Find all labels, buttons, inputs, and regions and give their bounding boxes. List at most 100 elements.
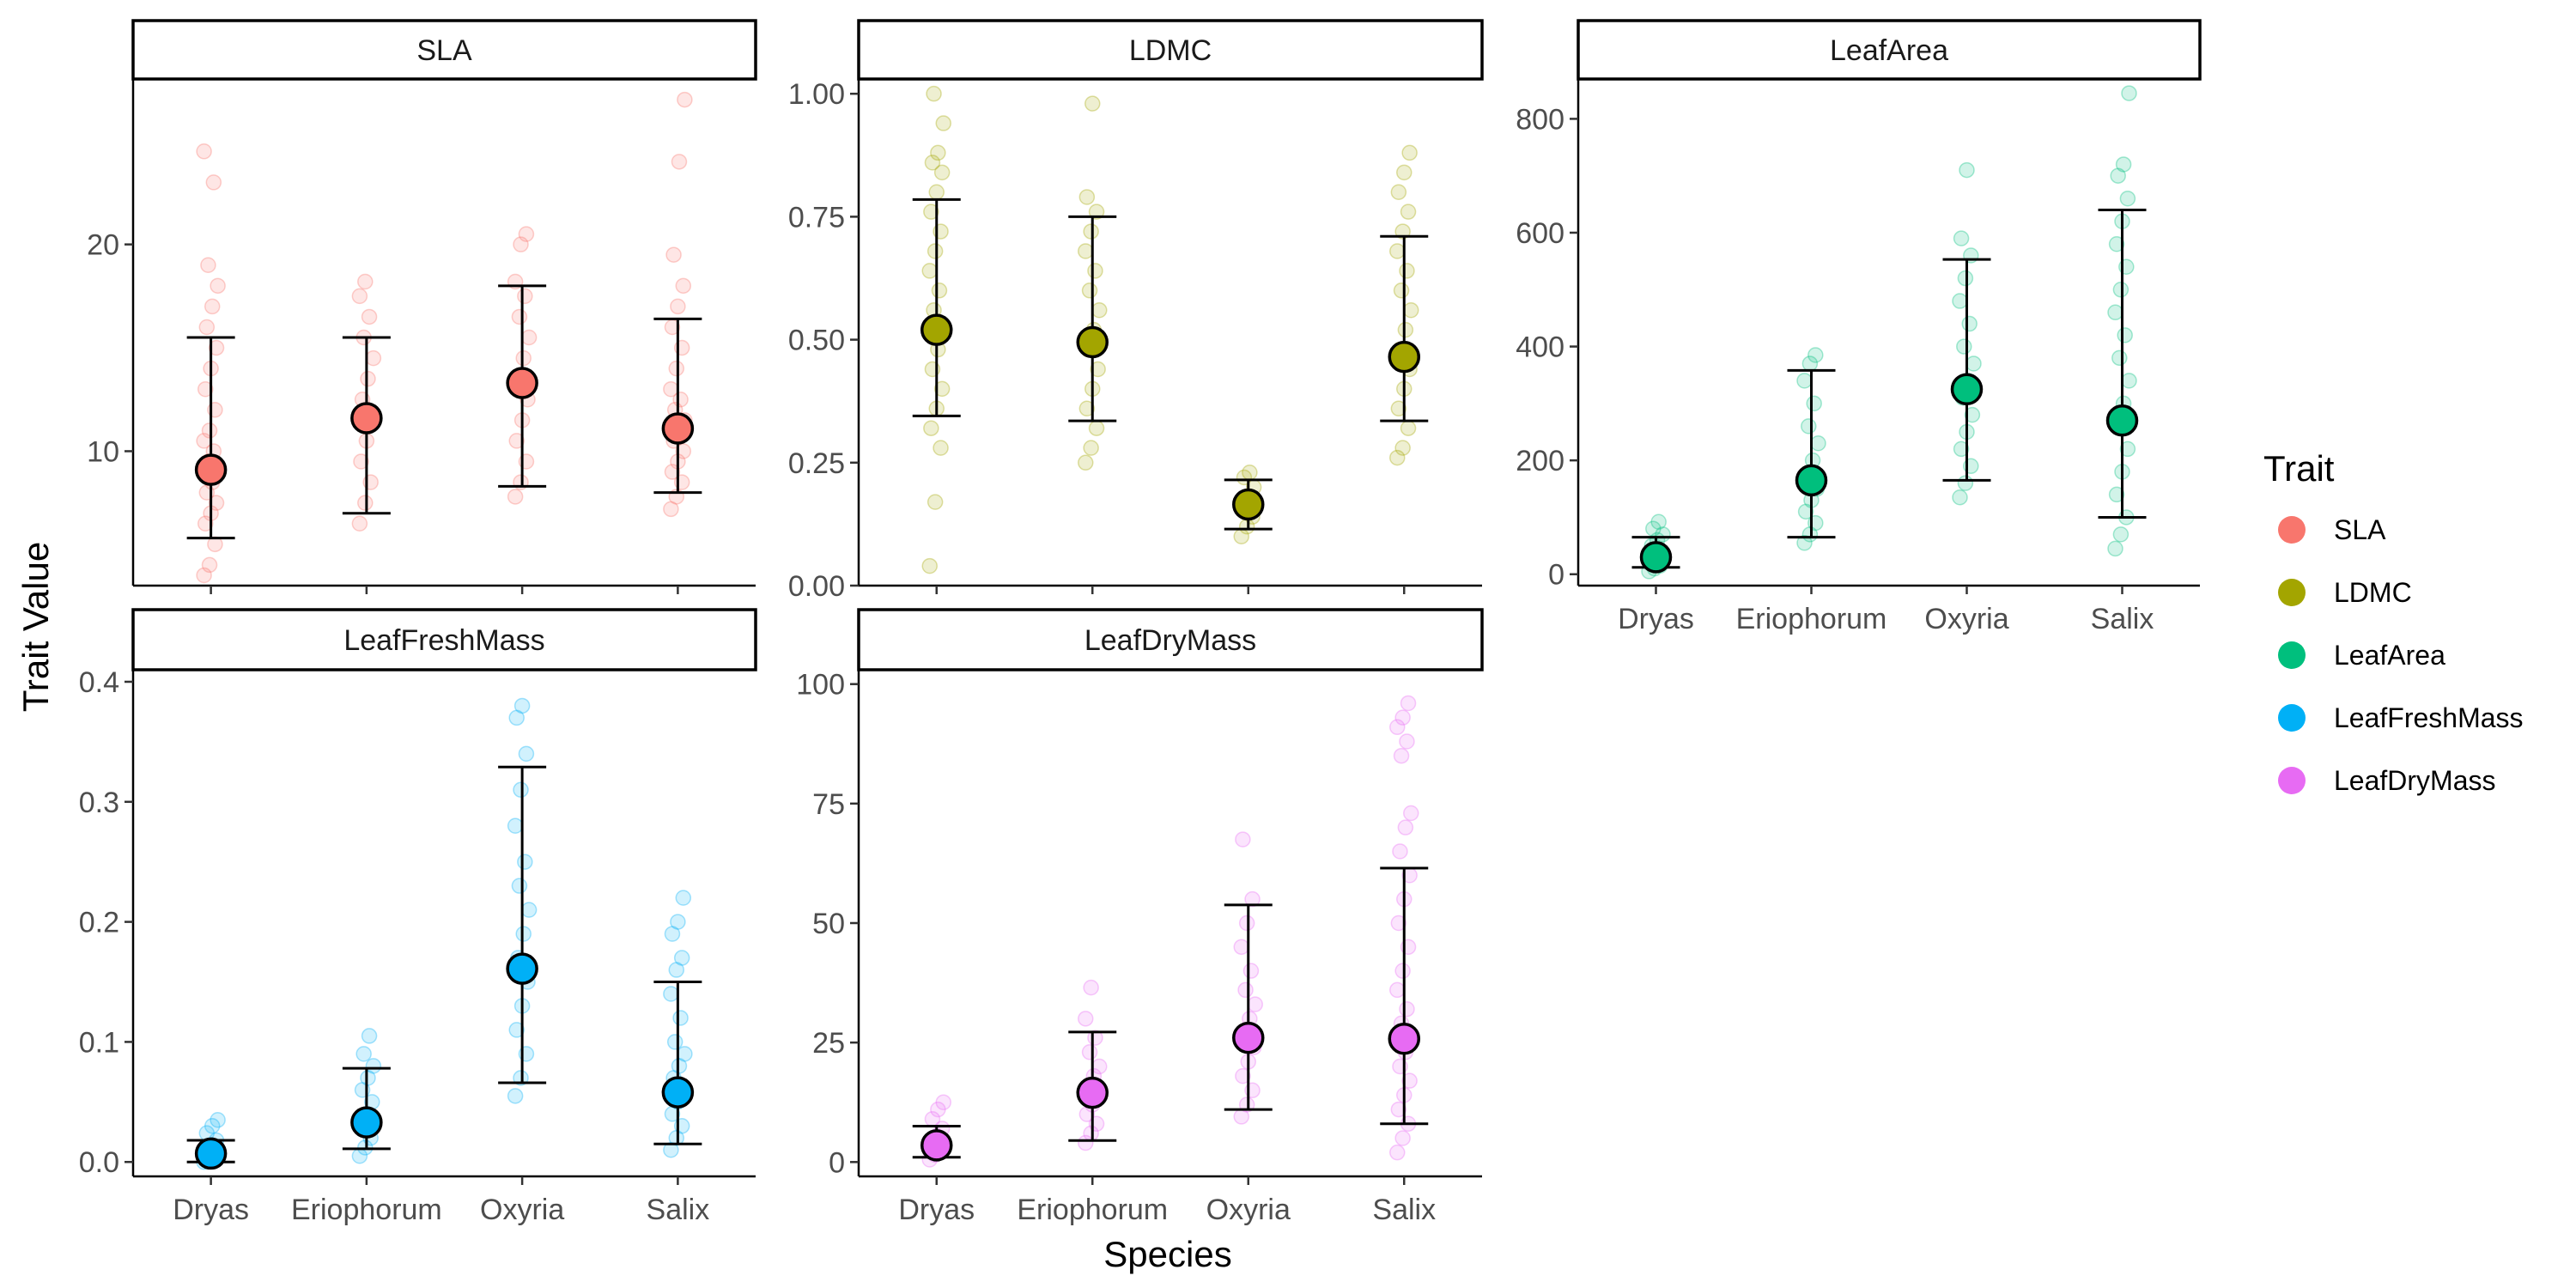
mean-point — [661, 1076, 695, 1109]
raw-point — [1237, 981, 1254, 999]
raw-point — [924, 155, 941, 171]
mean-point — [194, 453, 228, 486]
strip-label: LeafFreshMass — [343, 624, 544, 657]
raw-point — [210, 277, 226, 295]
raw-point — [1390, 184, 1407, 200]
raw-point — [513, 781, 529, 799]
raw-point — [1400, 420, 1417, 436]
raw-point — [1401, 1072, 1418, 1089]
raw-point — [928, 184, 945, 200]
raw-point — [1088, 420, 1105, 436]
raw-point — [1394, 963, 1411, 979]
raw-point — [520, 902, 538, 918]
raw-point — [1810, 435, 1826, 452]
raw-point — [2121, 85, 2137, 101]
raw-point — [1796, 535, 1813, 551]
mean-point — [1950, 373, 1984, 406]
mean-point — [661, 412, 695, 445]
raw-point — [2117, 327, 2133, 343]
raw-point — [1956, 338, 1972, 355]
x-tick-label: Eriophorum — [1017, 1194, 1168, 1226]
y-tick-label: 10 — [87, 435, 119, 468]
y-tick-label: 0 — [829, 1146, 845, 1179]
raw-point — [204, 1118, 221, 1134]
raw-point — [1389, 719, 1406, 736]
y-tick-label: 0.3 — [79, 787, 119, 819]
raw-point — [2115, 156, 2132, 173]
raw-point — [1090, 361, 1106, 378]
raw-point — [1807, 347, 1824, 363]
mean-point — [194, 1137, 228, 1170]
raw-point — [675, 890, 692, 906]
raw-point — [1957, 270, 1974, 287]
raw-point — [508, 1022, 525, 1038]
y-tick-label: 0.2 — [79, 907, 119, 939]
raw-point — [1953, 440, 1970, 458]
raw-point — [930, 1101, 946, 1118]
raw-point — [663, 1141, 679, 1158]
y-tick-label: 0.50 — [788, 325, 845, 357]
raw-point — [1952, 489, 1968, 506]
y-tick-label: 1.00 — [788, 78, 845, 111]
raw-point — [1390, 400, 1407, 417]
raw-point — [360, 370, 376, 387]
legend-label: SLA — [2334, 514, 2386, 545]
raw-point — [513, 697, 531, 714]
strip-box — [857, 19, 1484, 81]
raw-point — [507, 817, 524, 835]
y-tick-label: 0 — [1548, 559, 1564, 592]
raw-point — [515, 926, 532, 942]
raw-point — [933, 164, 951, 181]
raw-point — [508, 709, 525, 726]
raw-point — [1396, 164, 1413, 181]
legend-label: LeafFreshMass — [2334, 702, 2524, 733]
raw-point — [1083, 223, 1099, 240]
raw-point — [520, 329, 538, 346]
legend-key — [2278, 767, 2306, 794]
raw-point — [351, 288, 368, 305]
raw-point — [935, 1094, 951, 1110]
raw-point — [927, 494, 944, 510]
raw-point — [518, 745, 535, 762]
raw-point — [2112, 282, 2129, 298]
raw-point — [201, 422, 218, 439]
raw-point — [361, 308, 378, 325]
y-tick-label: 25 — [812, 1027, 845, 1060]
panel-leafdrymass: LeafDryMass 0 25 50 75 100 Dryas Eriophorum Oxyr… — [796, 608, 1484, 1226]
raw-point — [508, 433, 525, 449]
raw-point — [1796, 373, 1813, 389]
legend-key — [2278, 516, 2306, 544]
raw-point — [1399, 733, 1415, 750]
x-tick-label: Oxyria — [1206, 1194, 1291, 1226]
raw-point — [1394, 440, 1411, 456]
mean-point — [1232, 1021, 1265, 1054]
raw-point — [665, 246, 682, 263]
raw-point — [668, 962, 685, 978]
panel-sla: SLA 10 20 — [87, 19, 757, 594]
x-tick-label: Dryas — [898, 1194, 975, 1226]
raw-point — [664, 464, 681, 480]
raw-point — [668, 360, 685, 377]
raw-point — [204, 298, 221, 315]
y-tick-label: 0.1 — [79, 1026, 119, 1059]
raw-point — [196, 567, 212, 584]
y-tick-label: 0.25 — [788, 447, 845, 480]
mean-point — [506, 952, 538, 985]
mean-point — [920, 1129, 953, 1162]
raw-point — [1403, 805, 1419, 822]
raw-point — [357, 495, 374, 511]
raw-point — [663, 986, 679, 1002]
mean-point — [350, 402, 383, 434]
raw-point — [1964, 406, 1981, 423]
raw-point — [361, 1028, 378, 1044]
raw-point — [1083, 979, 1099, 996]
raw-point — [2112, 526, 2129, 543]
legend: SLA LDMC LeafArea LeafFreshMass LeafDryMass — [2278, 514, 2524, 796]
mean-point — [1639, 541, 1673, 574]
raw-point — [1238, 914, 1255, 932]
raw-point — [517, 288, 533, 305]
legend-key — [2278, 641, 2306, 669]
x-tick-label: Salix — [2091, 603, 2154, 635]
raw-point — [675, 443, 692, 459]
legend-key — [2278, 704, 2306, 732]
